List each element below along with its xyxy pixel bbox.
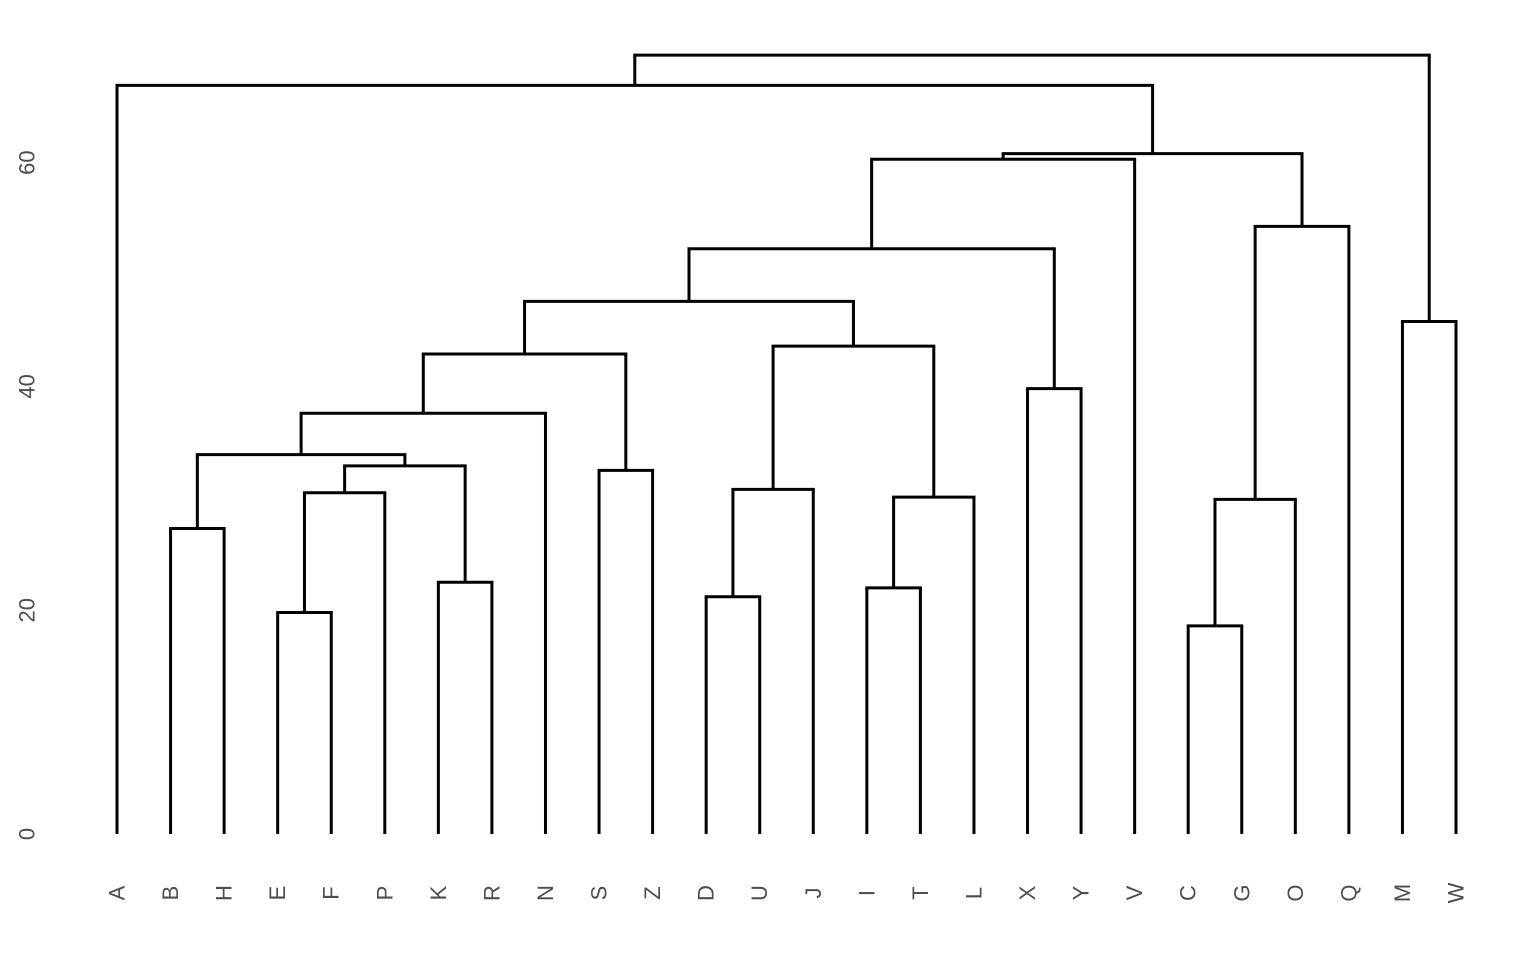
leaf-label-u: U — [747, 885, 772, 901]
leaf-label-p: P — [372, 886, 397, 901]
leaf-label-d: D — [694, 885, 719, 901]
leaf-label-w: W — [1444, 882, 1469, 903]
leaf-label-t: T — [908, 886, 933, 899]
leaf-label-z: Z — [640, 886, 665, 899]
leaf-label-j: J — [801, 888, 826, 899]
leaf-label-x: X — [1015, 885, 1040, 900]
leaf-label-n: N — [533, 885, 558, 901]
dendrogram-links — [115, 53, 1458, 834]
leaf-label-v: V — [1122, 885, 1147, 900]
y-tick-label-0: 0 — [15, 828, 40, 840]
y-tick-label-20: 20 — [15, 598, 40, 622]
leaf-label-m: M — [1390, 884, 1415, 902]
leaf-label-k: K — [426, 885, 451, 900]
leaf-label-o: O — [1283, 884, 1308, 901]
leaf-label-l: L — [961, 887, 986, 899]
y-tick-label-40: 40 — [15, 374, 40, 398]
y-tick-label-60: 60 — [15, 150, 40, 174]
leaf-label-h: H — [212, 885, 237, 901]
leaf-label-q: Q — [1336, 884, 1361, 901]
leaf-label-e: E — [265, 886, 290, 901]
leaf-label-a: A — [105, 885, 130, 900]
y-axis: 0 20 40 60 — [15, 150, 40, 840]
leaf-label-g: G — [1229, 884, 1254, 901]
leaf-label-y: Y — [1069, 885, 1094, 900]
leaf-label-c: C — [1176, 885, 1201, 901]
leaf-label-f: F — [319, 886, 344, 899]
leaf-label-b: B — [158, 886, 183, 901]
leaf-label-s: S — [587, 886, 612, 901]
leaf-label-r: R — [479, 885, 504, 901]
leaf-label-i: I — [854, 890, 879, 896]
